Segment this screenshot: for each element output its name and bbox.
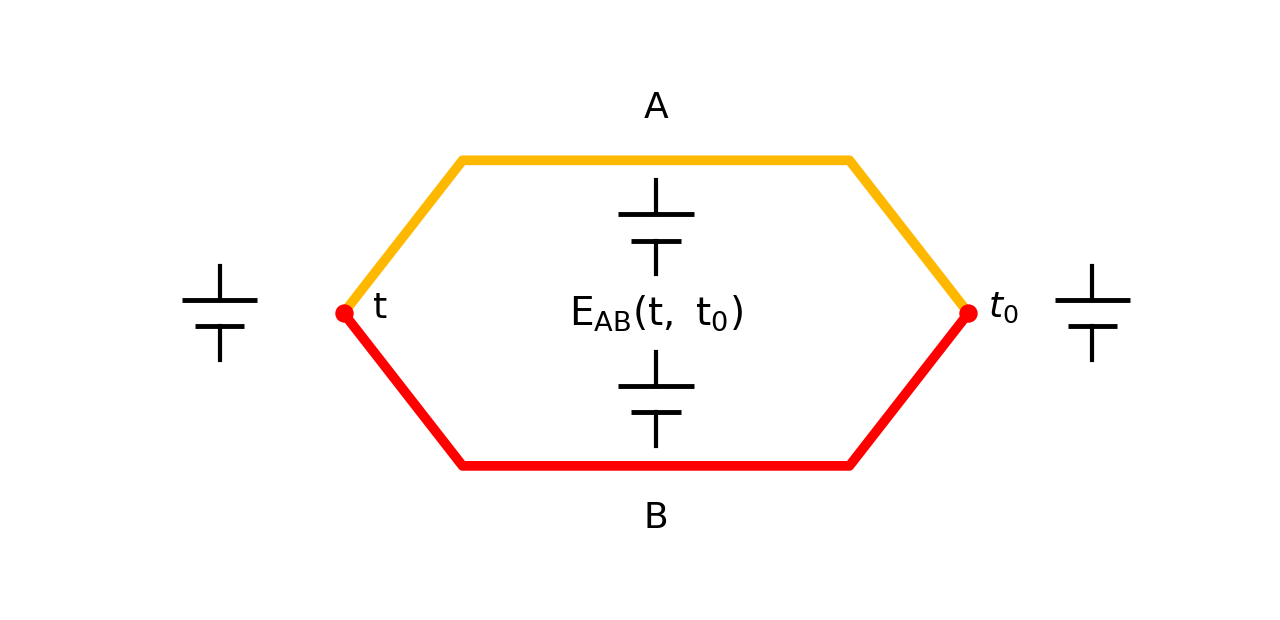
Text: t: t [374,291,388,326]
Point [959,308,979,318]
Text: B: B [644,502,668,536]
Text: $t_0$: $t_0$ [988,291,1019,326]
Text: $\mathsf{E_{AB}(t,\ t_0)}$: $\mathsf{E_{AB}(t,\ t_0)}$ [570,293,742,333]
Point [333,308,353,318]
Text: A: A [644,91,668,125]
